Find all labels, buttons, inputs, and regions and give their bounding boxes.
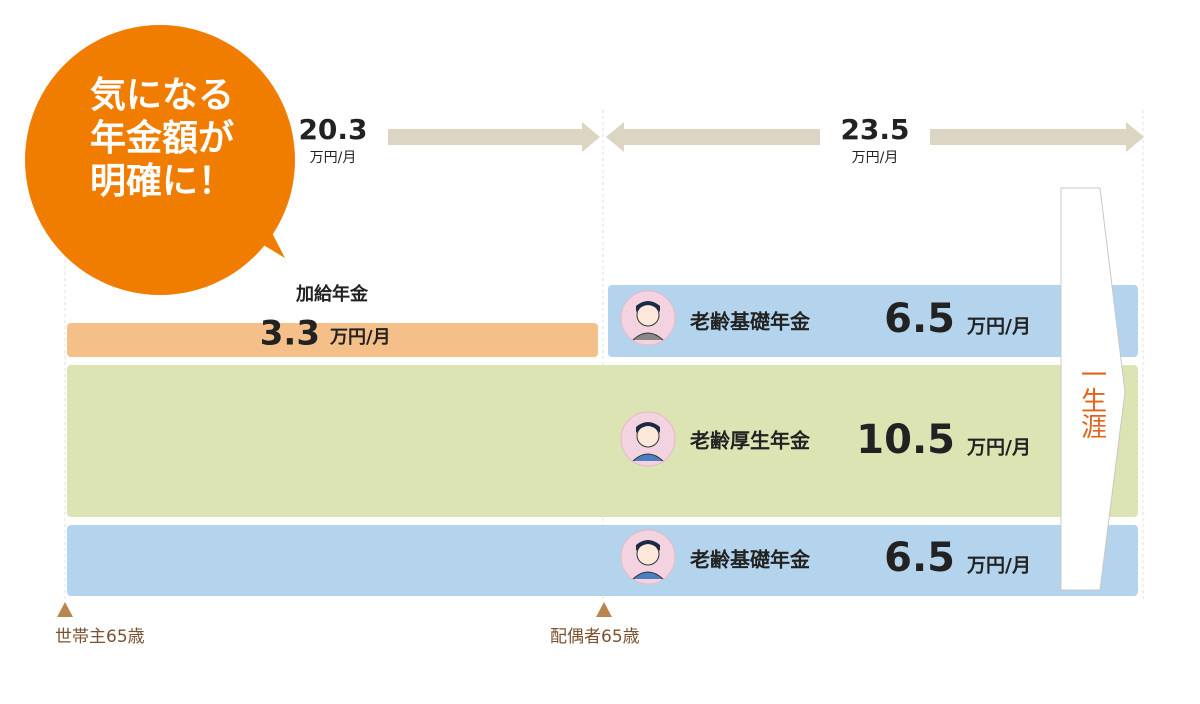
pension-unit: 万円/月 [966, 316, 1031, 338]
badge-text: 気になる [90, 75, 234, 116]
milestone-label: 配偶者65歳 [550, 627, 640, 647]
allowance-bar [67, 323, 598, 357]
pension-bar [67, 365, 1138, 517]
total-amount: 23.5 [840, 113, 909, 146]
allowance-unit: 万円/月 [329, 327, 391, 348]
allowance-amount: 3.3 [260, 314, 320, 354]
allowance-label: 加給年金 [295, 283, 369, 305]
milestone-marker [596, 602, 612, 617]
period-arrows [388, 122, 1144, 152]
pension-bar [608, 285, 1138, 357]
badge: 気になる 年金額が 明確に！ [25, 25, 295, 295]
pension-amount: 6.5 [884, 296, 955, 342]
milestone-marker [57, 602, 73, 617]
milestone-label: 世帯主65歳 [55, 627, 145, 647]
pension-unit: 万円/月 [966, 437, 1031, 459]
pension-label: 老齢厚生年金 [690, 429, 811, 453]
lifetime-label: 一生涯 [1077, 361, 1107, 439]
pension-label: 老齢基礎年金 [690, 310, 811, 334]
lifetime-arrow [1060, 187, 1126, 591]
pension-label: 老齢基礎年金 [690, 548, 811, 572]
pension-amount: 6.5 [884, 535, 955, 581]
pension-amount: 10.5 [856, 417, 955, 463]
guides [64, 110, 1144, 600]
total-unit: 万円/月 [310, 150, 357, 166]
pension-unit: 万円/月 [966, 555, 1031, 577]
total-unit: 万円/月 [852, 150, 899, 166]
avatars [620, 290, 676, 585]
badge-text: 明確に！ [90, 161, 234, 202]
badge-text: 年金額が [90, 117, 234, 159]
total-amount: 20.3 [298, 113, 367, 146]
pension-bar [67, 525, 1138, 596]
